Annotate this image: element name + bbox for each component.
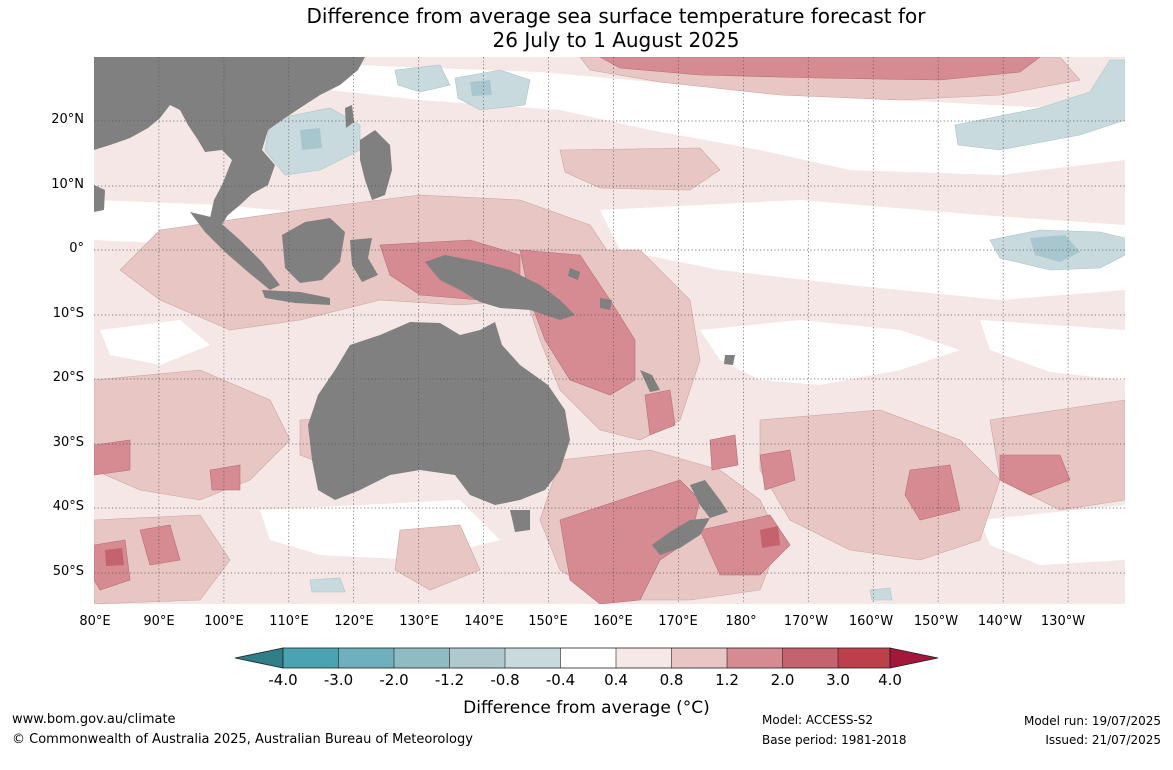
colorbar-tick-label: -2.0 <box>379 671 409 689</box>
lon-label: 170°W <box>783 614 829 629</box>
new-zealand-north <box>690 480 728 518</box>
lon-label: 160°E <box>593 614 633 629</box>
taiwan <box>345 105 354 128</box>
lon-label: 120°E <box>334 614 374 629</box>
lat-label: 0° <box>69 241 84 256</box>
lat-label: 10°N <box>51 177 84 192</box>
lon-label: 90°E <box>143 614 175 629</box>
model-name: Model: ACCESS-S2 <box>762 713 874 727</box>
india-tip <box>94 185 105 212</box>
colorbar-tick-label: -1.2 <box>434 671 465 689</box>
colorbar-tick-label: 0.8 <box>659 671 684 689</box>
anomaly-regions-2-0 <box>105 526 780 566</box>
issued-date: Issued: 21/07/2025 <box>1045 733 1161 747</box>
lon-label: 130°E <box>399 614 439 629</box>
lat-label: 40°S <box>52 499 84 514</box>
lon-label: 130°W <box>1040 614 1086 629</box>
map-title: Difference from average sea surface temp… <box>0 4 1173 52</box>
colorbar-segment <box>338 648 394 668</box>
philippines <box>360 130 392 200</box>
colorbar-tick-label: 4.0 <box>878 671 902 689</box>
colorbar-segment <box>727 648 783 668</box>
australia <box>308 322 570 505</box>
lat-label: 50°S <box>52 564 84 579</box>
lon-label: 140°E <box>464 614 504 629</box>
lon-label: 140°W <box>977 614 1023 629</box>
base-period: Base period: 1981-2018 <box>762 733 907 747</box>
lon-label: 150°W <box>913 614 959 629</box>
colorbar-tick-label: -4.0 <box>268 671 298 689</box>
colorbar-tick-label: 0.4 <box>604 671 628 689</box>
land <box>94 57 735 555</box>
colorbar-segment <box>283 648 339 668</box>
graticule <box>94 57 1125 604</box>
model-run-date: Model run: 19/07/2025 <box>1023 714 1161 728</box>
lon-label: 170°E <box>658 614 698 629</box>
colorbar-segment <box>782 648 838 668</box>
colorbar-segment <box>838 648 890 668</box>
new-caledonia <box>640 370 660 392</box>
borneo <box>282 218 345 283</box>
indochina <box>210 160 256 230</box>
lat-label: 10°S <box>52 306 84 321</box>
sumatra <box>190 212 280 290</box>
sulawesi <box>350 238 378 282</box>
colorbar <box>234 647 939 669</box>
java <box>262 290 330 305</box>
colorbar-tick-label: -3.0 <box>323 671 354 689</box>
lat-label: 20°S <box>52 370 84 385</box>
lon-label: 160°W <box>848 614 894 629</box>
colorbar-segment <box>449 648 505 668</box>
title-line-2: 26 July to 1 August 2025 <box>492 28 740 52</box>
asia-mainland <box>94 57 365 195</box>
colorbar-segment <box>394 648 450 668</box>
colorbar-high-extension <box>889 647 939 669</box>
anomaly-regions-1-2 <box>94 57 1071 604</box>
new-guinea <box>425 255 575 320</box>
lat-label: 30°S <box>52 435 84 450</box>
colorbar-tick-label: 1.2 <box>715 671 739 689</box>
copyright-notice: © Commonwealth of Australia 2025, Austra… <box>12 732 473 747</box>
website-link[interactable]: www.bom.gov.au/climate <box>12 712 176 727</box>
colorbar-segment <box>505 648 561 668</box>
lon-label: 110°E <box>269 614 309 629</box>
lon-label: 150°E <box>528 614 568 629</box>
colorbar-low-extension <box>234 647 284 669</box>
lon-label: 180° <box>725 614 757 629</box>
colorbar-tick-label: 3.0 <box>826 671 850 689</box>
title-line-1: Difference from average sea surface temp… <box>306 4 926 28</box>
colorbar-segment <box>616 648 672 668</box>
colorbar-tick-label: -0.4 <box>545 671 576 689</box>
lat-label: 20°N <box>51 112 84 127</box>
colorbar-tick-label: 2.0 <box>770 671 795 689</box>
colorbar-segment <box>671 648 727 668</box>
colorbar-tick-label: -0.8 <box>490 671 520 689</box>
tasmania <box>510 510 530 532</box>
colorbar-segment <box>560 648 616 668</box>
lon-label: 80°E <box>79 614 111 629</box>
lon-label: 100°E <box>204 614 244 629</box>
negative-anomaly-regions-0-8 <box>300 80 1080 262</box>
colorbar-label: Difference from average (°C) <box>463 698 710 718</box>
new-zealand-south <box>652 518 710 555</box>
